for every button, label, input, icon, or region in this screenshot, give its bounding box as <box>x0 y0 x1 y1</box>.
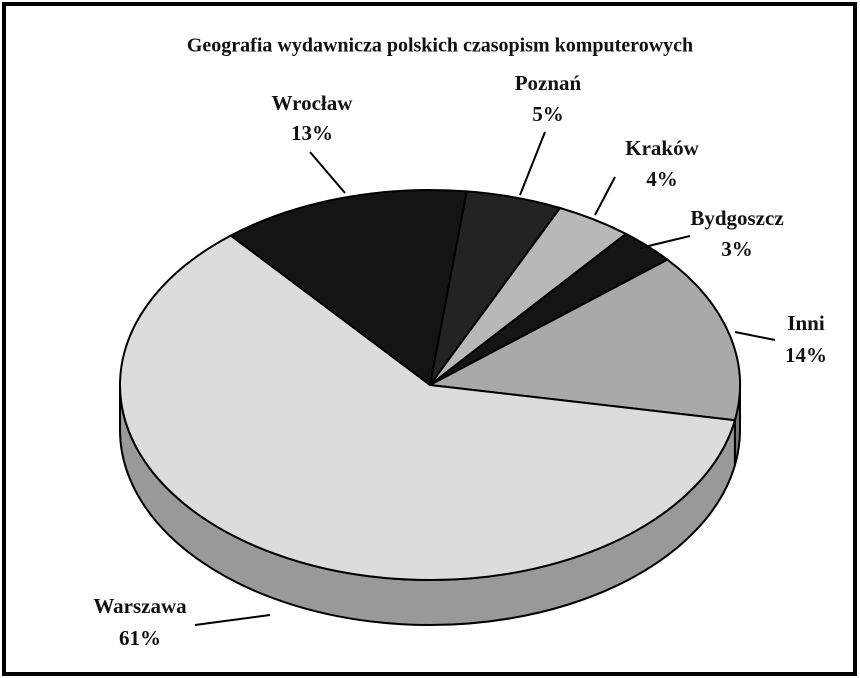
leader-line <box>639 235 691 249</box>
leader-line <box>309 151 346 194</box>
slice-label: Poznań <box>515 71 582 95</box>
slice-label: Warszawa <box>93 594 187 618</box>
leader-line <box>519 131 546 196</box>
slice-value-label: 14% <box>785 343 827 367</box>
leader-line <box>594 176 616 216</box>
leader-line <box>734 331 776 341</box>
slice <box>426 258 741 422</box>
slice-label: Inni <box>787 311 825 335</box>
slice-value-label: 61% <box>119 626 161 650</box>
slice-value-label: 13% <box>291 121 333 145</box>
slice-value-label: 3% <box>721 237 753 261</box>
slice-value-label: 4% <box>646 167 678 191</box>
chart-title: Geografia wydawnicza polskich czasopism … <box>187 35 693 57</box>
slice <box>119 234 737 581</box>
slice-label: Wrocław <box>272 91 354 115</box>
slice-value-label: 5% <box>532 102 564 126</box>
slice-label: Kraków <box>625 136 699 160</box>
slice <box>228 189 468 387</box>
leader-line <box>194 614 271 626</box>
slice-label: Bydgoszcz <box>690 206 783 230</box>
slice-side-shade <box>120 385 735 625</box>
